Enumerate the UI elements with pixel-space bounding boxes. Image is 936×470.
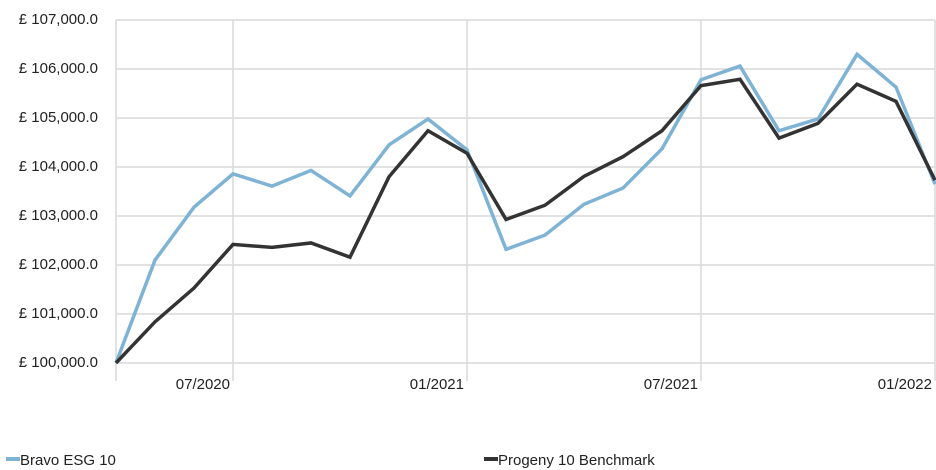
y-tick-label: £ 106,000.0: [19, 60, 98, 77]
legend-marker: [6, 457, 20, 461]
x-tick-label: 07/2021: [644, 376, 698, 393]
y-tick-label: £ 100,000.0: [19, 354, 98, 371]
y-tick-label: £ 105,000.0: [19, 109, 98, 126]
legend-marker: [484, 457, 498, 461]
y-tick-label: £ 107,000.0: [19, 11, 98, 28]
legend-label: Bravo ESG 10: [20, 452, 116, 469]
x-tick-label: 07/2020: [176, 376, 230, 393]
x-tick-label: 01/2021: [410, 376, 464, 393]
line-series: [114, 51, 936, 364]
y-tick-label: £ 101,000.0: [19, 305, 98, 322]
x-tick-label: 01/2022: [878, 376, 932, 393]
y-tick-label: £ 103,000.0: [19, 207, 98, 224]
y-tick-label: £ 102,000.0: [19, 256, 98, 273]
line-series: [114, 77, 936, 365]
legend-label: Progeny 10 Benchmark: [498, 452, 655, 469]
y-tick-label: £ 104,000.0: [19, 158, 98, 175]
